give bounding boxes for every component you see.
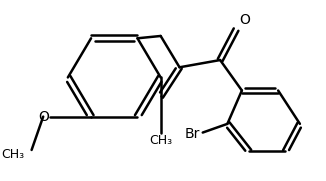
Text: O: O xyxy=(39,110,50,124)
Text: CH₃: CH₃ xyxy=(1,148,24,161)
Text: Br: Br xyxy=(185,127,200,141)
Text: CH₃: CH₃ xyxy=(149,134,172,147)
Text: O: O xyxy=(239,13,250,27)
